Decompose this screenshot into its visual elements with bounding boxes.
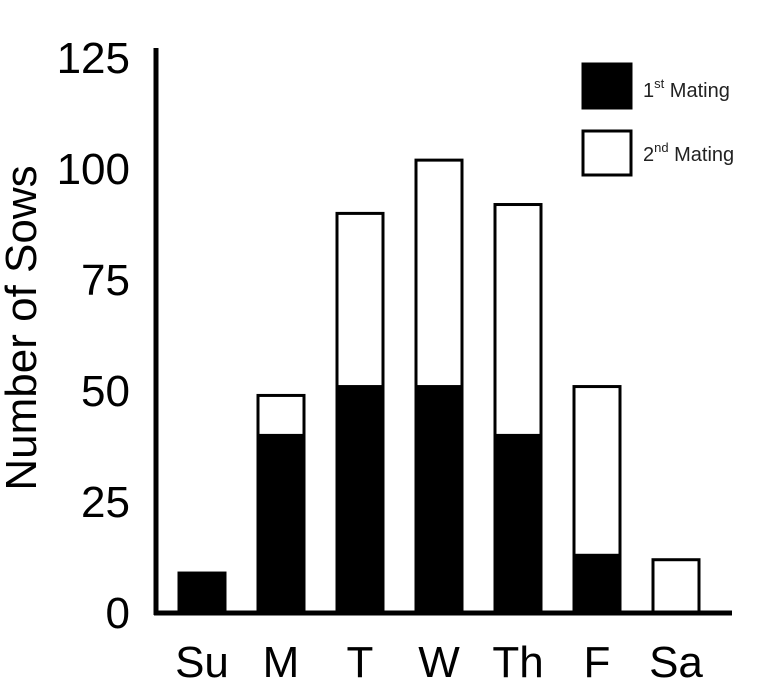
y-tick-label-100: 100 bbox=[57, 145, 130, 194]
y-tick-label-0: 0 bbox=[106, 589, 130, 638]
y-tick-label-75: 75 bbox=[81, 256, 130, 305]
bar-w-2nd-mating bbox=[414, 158, 464, 389]
x-tick-label-m: M bbox=[263, 638, 300, 687]
x-tick-label-sa: Sa bbox=[649, 638, 703, 687]
legend-item-2nd-mating: 2nd Mating bbox=[581, 129, 734, 177]
x-tick-label-w: W bbox=[418, 638, 460, 687]
legend-swatch-2nd-mating bbox=[581, 129, 633, 177]
legend-item-1st-mating: 1st Mating bbox=[581, 62, 730, 110]
bar-t-2nd-mating bbox=[335, 211, 385, 389]
bar-f-2nd-mating bbox=[572, 385, 622, 557]
y-tick-label-50: 50 bbox=[81, 367, 130, 416]
x-tick-label-f: F bbox=[584, 638, 611, 687]
y-tick-label-125: 125 bbox=[57, 34, 130, 83]
bars-group bbox=[177, 158, 701, 615]
bar-f-1st-mating bbox=[572, 553, 622, 615]
bar-m-1st-mating bbox=[256, 433, 306, 615]
x-axis-ticks: Su M T W Th F Sa bbox=[175, 638, 703, 687]
legend-label-2nd-mating: 2nd Mating bbox=[643, 140, 734, 166]
legend: 1st Mating 2nd Mating bbox=[581, 62, 734, 177]
legend-swatch-1st-mating bbox=[581, 62, 633, 110]
x-tick-label-th: Th bbox=[492, 638, 543, 687]
y-tick-label-25: 25 bbox=[81, 478, 130, 527]
bar-th-2nd-mating bbox=[493, 203, 543, 437]
bar-m-2nd-mating bbox=[256, 393, 306, 437]
x-tick-label-t: T bbox=[347, 638, 374, 687]
bar-w-1st-mating bbox=[414, 385, 464, 615]
y-axis-title: Number of Sows bbox=[0, 165, 46, 490]
legend-label-1st-mating: 1st Mating bbox=[643, 76, 730, 102]
bar-t-1st-mating bbox=[335, 385, 385, 615]
y-axis-ticks: 0 25 50 75 100 125 bbox=[57, 34, 130, 638]
bar-th-1st-mating bbox=[493, 433, 543, 615]
bar-sa-2nd-mating bbox=[651, 558, 701, 615]
bar-su-1st-mating bbox=[177, 571, 227, 615]
x-tick-label-su: Su bbox=[175, 638, 229, 687]
